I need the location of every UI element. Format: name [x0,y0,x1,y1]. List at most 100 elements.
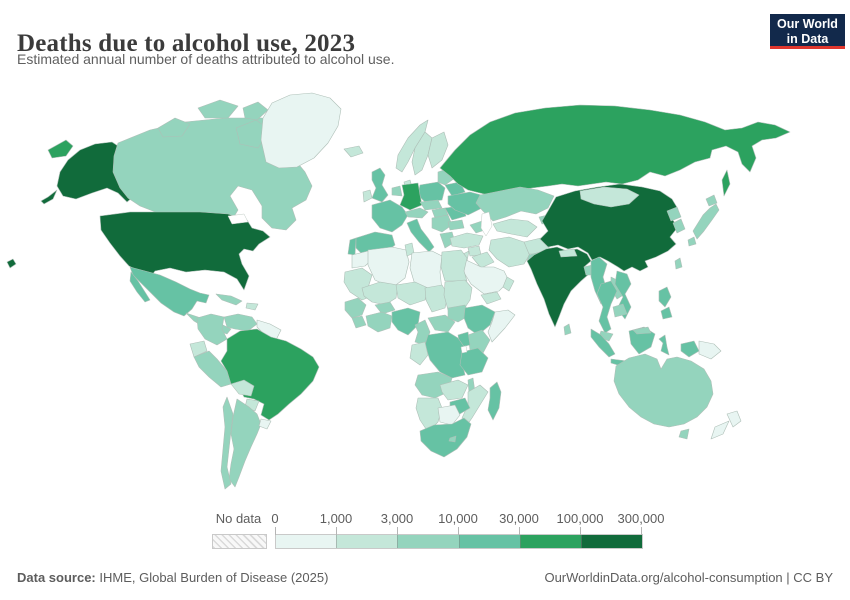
country-indonesia[interactable] [590,328,616,358]
country-uzbekistan[interactable] [492,218,538,238]
country-kenya[interactable] [467,329,491,356]
owid-logo[interactable]: Our World in Data [770,14,845,49]
country-south-korea[interactable] [672,218,686,234]
country-drc[interactable] [424,331,466,379]
country-france[interactable] [371,199,409,233]
country-indonesia[interactable] [680,340,700,358]
country-new-zealand[interactable] [726,410,742,428]
country-algeria[interactable] [367,246,410,289]
country-russia[interactable] [47,139,74,159]
country-botswana[interactable] [437,404,461,426]
country-philippines[interactable] [658,286,672,308]
legend-bin-1,000–3,000[interactable] [336,535,398,548]
country-tanzania[interactable] [459,347,489,376]
country-iraq[interactable] [471,251,495,269]
country-congo[interactable] [409,341,429,366]
country-kazakhstan[interactable] [475,186,555,222]
footer-link[interactable]: OurWorldinData.org/alcohol-consumption |… [544,570,833,585]
country-canada[interactable] [157,117,191,138]
legend-bin-3,000–10,000[interactable] [397,535,459,548]
legend-bin-100,000–300,000[interactable] [580,535,643,548]
legend-bin-30,000–100,000[interactable] [519,535,581,548]
country-iceland[interactable] [343,145,364,158]
legend-bin-0–1,000[interactable] [276,535,337,548]
country-brazil[interactable] [220,328,320,421]
country-australia[interactable] [678,428,690,440]
country-sudan[interactable] [443,279,473,313]
country-lesotho[interactable] [448,435,457,443]
country-greenland[interactable] [260,92,342,169]
country-chile[interactable] [220,396,234,490]
country-south-africa[interactable] [419,417,472,458]
country-indonesia[interactable] [628,326,656,355]
country-mexico[interactable] [129,271,151,303]
country-sweden[interactable] [411,131,433,176]
country-balkans[interactable] [431,214,453,233]
country-austria[interactable] [404,207,429,219]
country-burkina[interactable] [374,301,396,315]
country-sri-lanka[interactable] [563,323,572,336]
country-canada[interactable] [242,101,269,121]
country-nigeria[interactable] [391,307,421,336]
country-taiwan[interactable] [674,257,683,270]
country-turkey[interactable] [449,232,484,249]
country-germany[interactable] [399,182,423,211]
country-oman[interactable] [502,276,515,292]
country-zambia[interactable] [439,379,469,401]
country-madagascar[interactable] [487,381,502,421]
country-italy[interactable] [406,218,435,253]
country-australia[interactable] [613,353,714,428]
country-ukraine[interactable] [447,191,486,216]
country-mali[interactable] [361,281,399,306]
country-cuba[interactable] [215,293,243,306]
country-niger[interactable] [395,281,429,306]
country-canada[interactable] [197,99,239,119]
country-poland[interactable] [417,181,446,203]
country-thailand[interactable] [596,280,618,334]
country-ethiopia[interactable] [463,304,496,336]
country-russia[interactable] [439,104,791,197]
country-ecuador[interactable] [189,340,208,358]
country-hispaniola[interactable] [245,302,259,311]
country-egypt[interactable] [440,249,468,282]
country-ireland[interactable] [362,189,373,203]
country-argentina[interactable] [228,398,262,488]
no-data-swatch[interactable] [212,534,267,549]
country-finland[interactable] [427,131,449,169]
country-usa[interactable] [99,211,271,291]
country-russia[interactable] [721,169,731,197]
country-colombia[interactable] [196,313,228,346]
country-senegal[interactable] [344,297,367,319]
country-bulgaria[interactable] [447,219,465,231]
country-north-korea[interactable] [666,206,682,222]
country-iran[interactable] [488,236,532,268]
country-yemen[interactable] [480,291,502,305]
country-czechia[interactable] [419,199,443,211]
country-car[interactable] [427,314,456,333]
country-benelux[interactable] [391,185,403,197]
country-portugal[interactable] [347,237,357,256]
country-usa[interactable] [6,258,17,269]
country-nepal[interactable] [558,248,578,258]
country-chad[interactable] [424,284,449,313]
country-new-zealand[interactable] [710,420,730,440]
country-japan[interactable] [705,194,718,207]
country-uk[interactable] [371,167,389,203]
legend-bin-10,000–30,000[interactable] [458,535,520,548]
country-philippines[interactable] [660,306,673,320]
country-japan[interactable] [687,236,697,247]
country-india[interactable] [526,246,592,328]
country-ghana[interactable] [365,311,393,333]
country-venezuela[interactable] [223,313,258,332]
country-malaysia[interactable] [632,326,652,335]
country-mexico[interactable] [129,266,210,317]
country-usa[interactable] [40,189,58,205]
country-png[interactable] [698,340,722,360]
country-mongolia[interactable] [579,186,640,208]
country-japan[interactable] [692,203,720,240]
country-indonesia[interactable] [658,334,670,356]
country-uruguay[interactable] [258,418,272,430]
country-liberia[interactable] [351,315,367,329]
country-somalia[interactable] [487,309,516,343]
country-bolivia[interactable] [230,379,255,397]
